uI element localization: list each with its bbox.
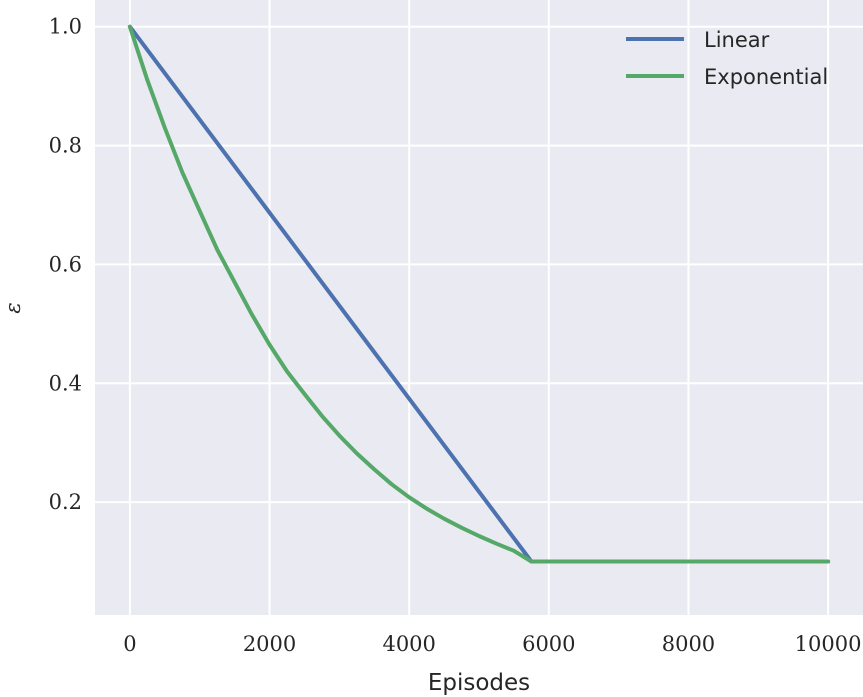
plot-background xyxy=(95,0,863,615)
y-axis-label: ε xyxy=(1,302,25,313)
x-tick-labels: 0 2000 4000 6000 8000 10000 xyxy=(123,632,861,656)
legend-label-linear: Linear xyxy=(704,28,770,52)
x-tick-label: 8000 xyxy=(662,632,715,656)
y-tick-label: 1.0 xyxy=(49,15,82,39)
y-tick-label: 0.8 xyxy=(49,134,82,158)
series-line-exponential xyxy=(127,24,831,564)
y-tick-label: 0.6 xyxy=(49,252,82,276)
y-tick-label: 0.4 xyxy=(49,371,82,395)
x-tick-label: 4000 xyxy=(382,632,435,656)
legend-label-exponential: Exponential xyxy=(704,65,828,89)
y-tick-labels: 0.2 0.4 0.6 0.8 1.0 xyxy=(49,15,82,514)
x-tick-label: 6000 xyxy=(522,632,575,656)
x-tick-label: 10000 xyxy=(795,632,862,656)
grid-lines xyxy=(95,0,863,615)
x-tick-label: 2000 xyxy=(243,632,296,656)
series-lines xyxy=(127,24,831,564)
x-axis-label: Episodes xyxy=(428,670,530,696)
x-tick-label: 0 xyxy=(123,632,136,656)
legend: Linear Exponential xyxy=(626,28,828,89)
y-tick-label: 0.2 xyxy=(49,490,82,514)
